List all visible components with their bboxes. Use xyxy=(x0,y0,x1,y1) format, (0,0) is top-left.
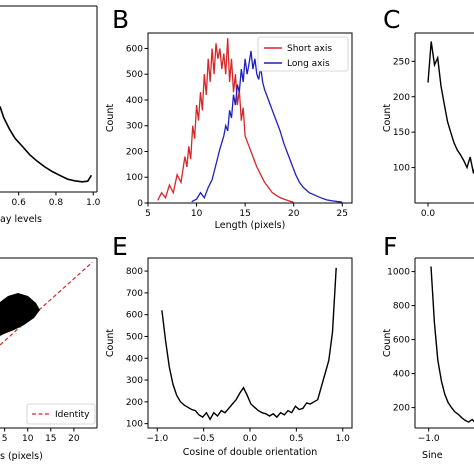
panel-e-ytick-6-label: 700 xyxy=(126,289,143,299)
panel-d-xtick-0-label: 5 xyxy=(2,434,8,444)
panel-e-ytick-2-label: 300 xyxy=(126,376,143,386)
panel-f-ytick-0-label: 200 xyxy=(393,404,410,414)
panel-d-xlabel: s (pixels) xyxy=(0,451,43,462)
panel-d: 5 10 15 20 s (pixels) Identity xyxy=(0,257,98,462)
panel-f-letter: F xyxy=(383,232,397,261)
panel-a-line xyxy=(0,106,93,183)
panel-f-ylabel: Count xyxy=(382,329,393,357)
panel-a-xtick-1-label: 0.8 xyxy=(49,198,64,208)
panel-a: 0.6 0.8 1.0 ay levels xyxy=(0,5,101,225)
panel-b-xtick-1-label: 10 xyxy=(191,209,203,219)
panel-e-ytick-0-label: 100 xyxy=(126,420,143,430)
panel-f-ytick-2-label: 600 xyxy=(393,336,410,346)
panel-e-ytick-3-label: 400 xyxy=(126,354,143,364)
panel-b-frame xyxy=(147,32,353,204)
panel-f-line xyxy=(430,266,474,423)
panel-f-xlabel: Sine xyxy=(422,450,443,461)
panel-b-ytick-6-label: 600 xyxy=(126,44,143,54)
panel-e-ytick-7-label: 800 xyxy=(126,267,143,277)
panel-b-ytick-3-label: 300 xyxy=(126,122,143,132)
panel-e-xlabel: Cosine of double orientation xyxy=(183,447,317,458)
panel-b-xtick-3-label: 20 xyxy=(288,209,300,219)
panel-f-xtick-0-label: −1.0 xyxy=(418,434,440,444)
panel-b-ytick-5-label: 500 xyxy=(126,70,143,80)
panel-d-xtick-3-label: 20 xyxy=(68,434,80,444)
panel-e-ytick-1-label: 200 xyxy=(126,398,143,408)
panel-d-legend-box xyxy=(26,403,96,425)
panel-b-short-axis-line xyxy=(157,38,294,203)
panel-d-scatter-cloud xyxy=(0,293,40,336)
panel-b-long-axis-line xyxy=(191,50,343,203)
panel-e-letter: E xyxy=(112,232,128,261)
panel-e-xtick-0-label: −1.0 xyxy=(146,434,168,444)
panel-c-ytick-1-label: 150 xyxy=(393,128,410,138)
panel-f-ytick-3-label: 800 xyxy=(393,302,410,312)
panel-e-ytick-4-label: 500 xyxy=(126,332,143,342)
panel-b-xtick-2-label: 15 xyxy=(239,209,250,219)
panel-c-ytick-2-label: 200 xyxy=(393,93,410,103)
panel-d-legend-identity-label: Identity xyxy=(55,410,90,420)
panel-e-xtick-4-label: 1.0 xyxy=(336,434,351,444)
panel-e-ytick-5-label: 600 xyxy=(126,311,143,321)
panel-e-xtick-1-label: −0.5 xyxy=(193,434,215,444)
panel-e: E −1.0 −0.5 0.0 0.5 1.0 100 200 300 400 500 600 700… xyxy=(105,232,353,458)
panel-f-ytick-4-label: 1000 xyxy=(387,268,410,278)
panel-e-xtick-3-label: 0.5 xyxy=(289,434,303,444)
panel-b-ylabel: Count xyxy=(105,104,116,132)
panel-b-xtick-0-label: 5 xyxy=(145,209,151,219)
panel-d-xtick-2-label: 15 xyxy=(45,434,56,444)
panel-c-line xyxy=(427,41,474,174)
panel-b-ytick-0-label: 0 xyxy=(137,199,143,209)
panel-a-xtick-0-label: 0.6 xyxy=(11,198,26,208)
panel-c-ytick-3-label: 250 xyxy=(393,57,410,67)
panel-e-xtick-2-label: 0.0 xyxy=(243,434,258,444)
panel-b-letter: B xyxy=(112,5,129,34)
panel-d-xtick-1-label: 10 xyxy=(22,434,34,444)
panel-d-legend: Identity xyxy=(26,403,96,425)
panel-b-legend-short-label: Short axis xyxy=(287,44,332,54)
panel-b-xlabel: Length (pixels) xyxy=(215,220,286,231)
panel-e-line xyxy=(161,267,337,421)
panel-c-ytick-0-label: 100 xyxy=(393,164,410,174)
panel-b-legend-long-label: Long axis xyxy=(287,59,330,69)
panel-c-ylabel: Count xyxy=(382,104,393,132)
panel-c-xtick-0-label: 0.0 xyxy=(421,209,436,219)
panel-a-xlabel: ay levels xyxy=(0,214,42,225)
panel-d-identity-line xyxy=(0,261,93,346)
panel-b-ytick-1-label: 100 xyxy=(126,173,143,183)
panel-b-ytick-2-label: 200 xyxy=(126,147,143,157)
panel-f-ytick-1-label: 400 xyxy=(393,370,410,380)
panel-b-ytick-4-label: 400 xyxy=(126,96,143,106)
panel-e-ylabel: Count xyxy=(105,329,116,357)
panel-c-letter: C xyxy=(383,5,400,34)
panel-b-legend: Short axis Long axis xyxy=(257,36,349,72)
panel-b-xtick-4-label: 25 xyxy=(337,209,348,219)
panel-a-xtick-2-label: 1.0 xyxy=(86,198,101,208)
panel-b: B 5 10 15 20 25 0 100 200 300 400 500 600 Count Len… xyxy=(105,5,353,231)
